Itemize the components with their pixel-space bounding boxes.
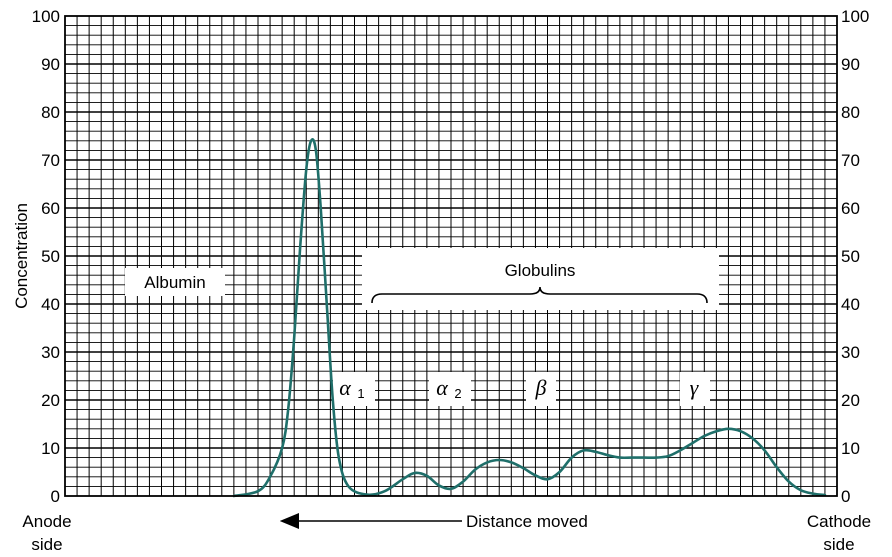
y-tick-label-left: 60 (41, 199, 60, 218)
globulins-brace (371, 286, 708, 304)
y-tick-label-right: 70 (841, 151, 860, 170)
y-tick-label-right: 10 (841, 439, 860, 458)
y-tick-label-right: 40 (841, 295, 860, 314)
alpha1-label-box (333, 372, 375, 406)
y-tick-label-left: 100 (32, 7, 60, 26)
globulins-label: Globulins (505, 261, 576, 280)
beta-label: β (535, 375, 547, 400)
y-tick-label-right: 30 (841, 343, 860, 362)
y-tick-label-left: 30 (41, 343, 60, 362)
alpha2-label: α (436, 375, 448, 400)
gamma-label: γ (690, 375, 700, 400)
alpha1-label: α (339, 375, 351, 400)
alpha2-label-box (429, 372, 471, 406)
albumin-label: Albumin (144, 273, 205, 292)
anode-label-line1: Anode (22, 512, 71, 531)
x-axis-title: Distance moved (466, 512, 588, 531)
globulins-label-box (362, 248, 719, 310)
y-tick-label-right: 90 (841, 55, 860, 74)
anode-label-line2: side (31, 535, 62, 554)
alpha2-subscript: 2 (454, 386, 461, 401)
y-tick-label-right: 100 (841, 7, 869, 26)
series-line (232, 138, 827, 498)
y-axis-right: 0 10 20 30 40 50 60 70 80 90 100 (841, 7, 869, 506)
y-tick-label-right: 80 (841, 103, 860, 122)
y-tick-label-left: 40 (41, 295, 60, 314)
y-tick-label-left: 0 (51, 487, 60, 506)
y-tick-label-left: 80 (41, 103, 60, 122)
y-tick-label-left: 20 (41, 391, 60, 410)
plot-frame (64, 15, 838, 497)
y-axis-title: Concentration (12, 203, 31, 309)
y-tick-label-left: 70 (41, 151, 60, 170)
y-tick-label-right: 50 (841, 247, 860, 266)
gamma-label-box (680, 372, 710, 406)
grid (65, 16, 837, 496)
albumin-label-box (125, 268, 225, 296)
beta-label-box (526, 372, 556, 406)
alpha1-subscript: 1 (357, 386, 364, 401)
y-tick-label-left: 50 (41, 247, 60, 266)
cathode-label-line1: Cathode (807, 512, 871, 531)
y-axis-left: 0 10 20 30 40 50 60 70 80 90 100 (32, 7, 60, 506)
y-tick-label-right: 20 (841, 391, 860, 410)
y-tick-label-left: 90 (41, 55, 60, 74)
cathode-label-line2: side (823, 535, 854, 554)
y-tick-label-right: 0 (841, 487, 850, 506)
y-tick-label-right: 60 (841, 199, 860, 218)
y-tick-label-left: 10 (41, 439, 60, 458)
